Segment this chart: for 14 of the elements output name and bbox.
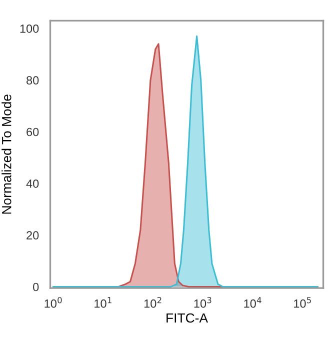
y-tick-label: 100 — [20, 24, 39, 33]
y-tick-label: 0 — [33, 282, 39, 292]
x-tick-label: 10$^{3}$ — [194, 297, 212, 308]
y-tick-label: 80 — [26, 76, 39, 85]
y-tick-label: 60 — [26, 128, 39, 136]
x-tick-label: 10$^{0}$ — [44, 297, 62, 308]
y-tick-label: 20 — [26, 231, 39, 240]
y-tick-label: 40 — [26, 179, 39, 188]
x-tick-label: 10$^{1}$ — [94, 297, 112, 308]
x-axis-title: FITC-A — [166, 313, 208, 323]
x-tick-label: 10$^{4}$ — [244, 297, 262, 308]
x-tick-label: 10$^{5}$ — [294, 297, 311, 308]
x-tick-label: 10$^{2}$ — [144, 297, 162, 308]
y-axis-title: Normalized To Mode — [2, 94, 12, 214]
